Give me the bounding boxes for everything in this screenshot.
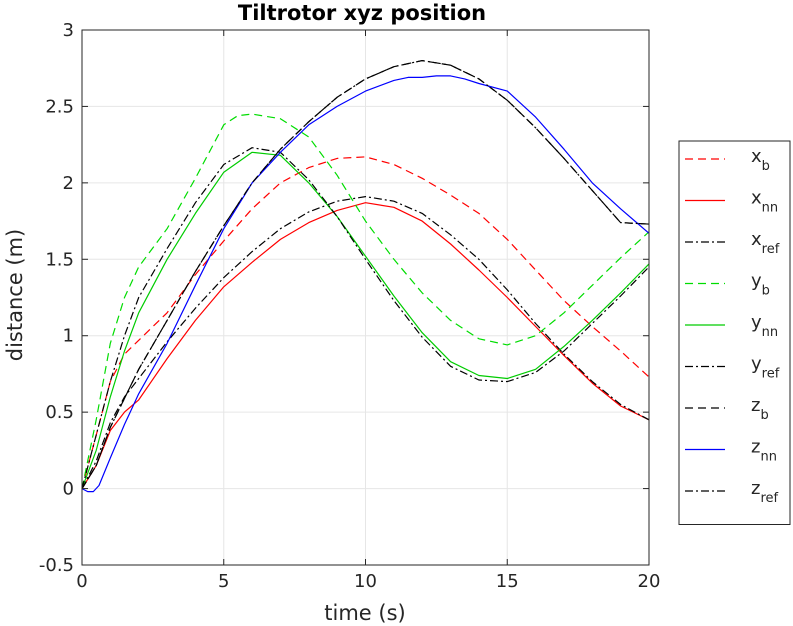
legend-item-x-b: xb [685, 146, 770, 174]
y-tick-label: 2.5 [45, 96, 74, 117]
legend-label: xref [751, 229, 780, 257]
legend-item-y-nn: ynn [685, 312, 778, 340]
x-tick-label: 0 [76, 571, 87, 592]
y-tick-label: -0.5 [39, 555, 74, 576]
legend-label: ynn [751, 312, 778, 340]
legend-label: xb [751, 146, 770, 174]
legend-item-z-b: zb [685, 395, 769, 423]
y-axis-label: distance (m) [3, 229, 27, 362]
y-axis: -0.5 0 0.5 1 1.5 2 2.5 3 [39, 20, 649, 576]
y-tick-label: 3 [63, 20, 74, 41]
legend-item-x-nn: xnn [685, 188, 778, 216]
y-tick-label: 2 [63, 173, 74, 194]
series-line-x-b [81, 156, 650, 489]
legend-item-y-ref: yref [685, 354, 780, 382]
legend-label: xnn [751, 188, 778, 216]
y-tick-label: 0.5 [45, 402, 74, 423]
chart-title: Tiltrotor xyz position [238, 1, 486, 25]
series-line-y-nn [81, 151, 650, 489]
series-line-z-ref [81, 59, 650, 489]
legend-item-z-nn: znn [685, 437, 777, 465]
x-tick-label: 20 [638, 571, 661, 592]
legend-box [678, 140, 791, 525]
legend-label: zb [751, 395, 769, 423]
series-layer [81, 59, 650, 493]
series-line-y-b [81, 113, 650, 489]
x-tick-label: 10 [354, 571, 377, 592]
plot-area: 0 5 10 15 20 -0.500.511.522.53 [39, 20, 661, 592]
series-line-z-nn [81, 75, 650, 493]
y-tick-label: 1 [63, 326, 74, 347]
legend-label: yb [751, 271, 770, 299]
x-tick-label: 15 [496, 571, 519, 592]
legend-item-z-ref: zref [685, 478, 779, 506]
legend-item-y-b: yb [685, 271, 770, 299]
legend-item-x-ref: xref [685, 229, 780, 257]
legend-label: zref [751, 478, 779, 506]
legend-label: znn [751, 437, 777, 465]
x-axis-label: time (s) [324, 601, 405, 625]
legend-label: yref [751, 354, 780, 382]
y-tick-label: 0 [63, 479, 74, 500]
x-axis: 0 5 10 15 20 [76, 30, 660, 592]
legend: xb xnn xref yb ynn yref zb znn zref [678, 140, 791, 525]
y-tick-label: 1.5 [45, 249, 74, 270]
x-tick-label: 5 [218, 571, 229, 592]
series-line-x-ref [81, 196, 650, 489]
